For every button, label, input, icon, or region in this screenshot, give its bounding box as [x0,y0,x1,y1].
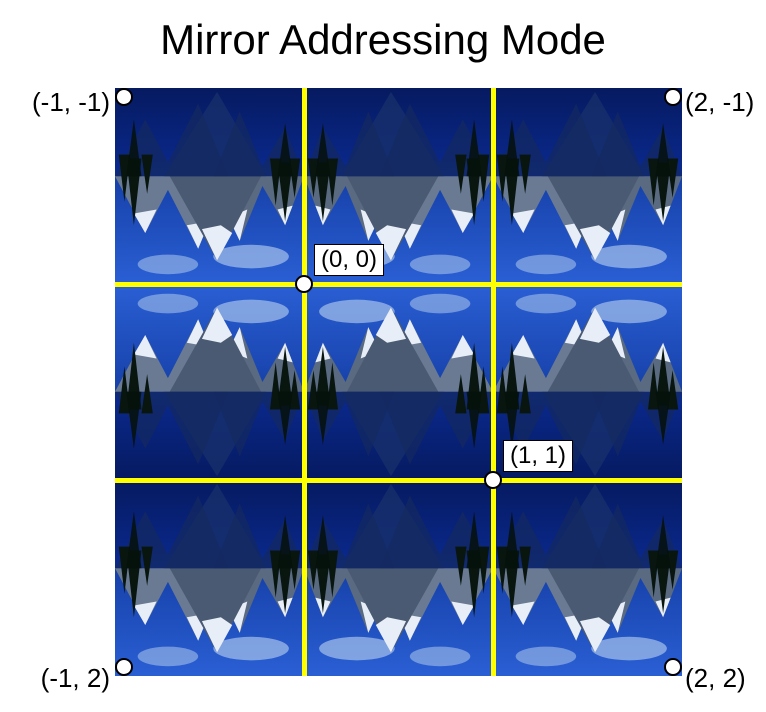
texture-tile [115,88,304,284]
diagram-title: Mirror Addressing Mode [0,16,766,64]
texture-tile [493,88,682,284]
coord-marker [664,658,682,676]
coord-marker [115,658,133,676]
gridline-vertical [491,88,496,676]
coord-marker [484,471,502,489]
texture-tile [304,284,493,480]
gridline-vertical [302,88,307,676]
coord-label: (1, 1) [503,440,573,472]
coord-label: (2, -1) [685,87,754,118]
texture-grid [115,88,682,676]
coord-label: (0, 0) [314,244,384,276]
coord-label: (-1, 2) [41,663,110,694]
coord-marker [295,275,313,293]
gridline-horizontal [115,478,682,483]
coord-label: (2, 2) [685,663,746,694]
coord-label: (-1, -1) [32,87,110,118]
coord-marker [664,88,682,106]
texture-tile [115,284,304,480]
texture-tile [304,480,493,676]
texture-tile [493,480,682,676]
coord-marker [115,88,133,106]
gridline-horizontal [115,282,682,287]
texture-tile [115,480,304,676]
